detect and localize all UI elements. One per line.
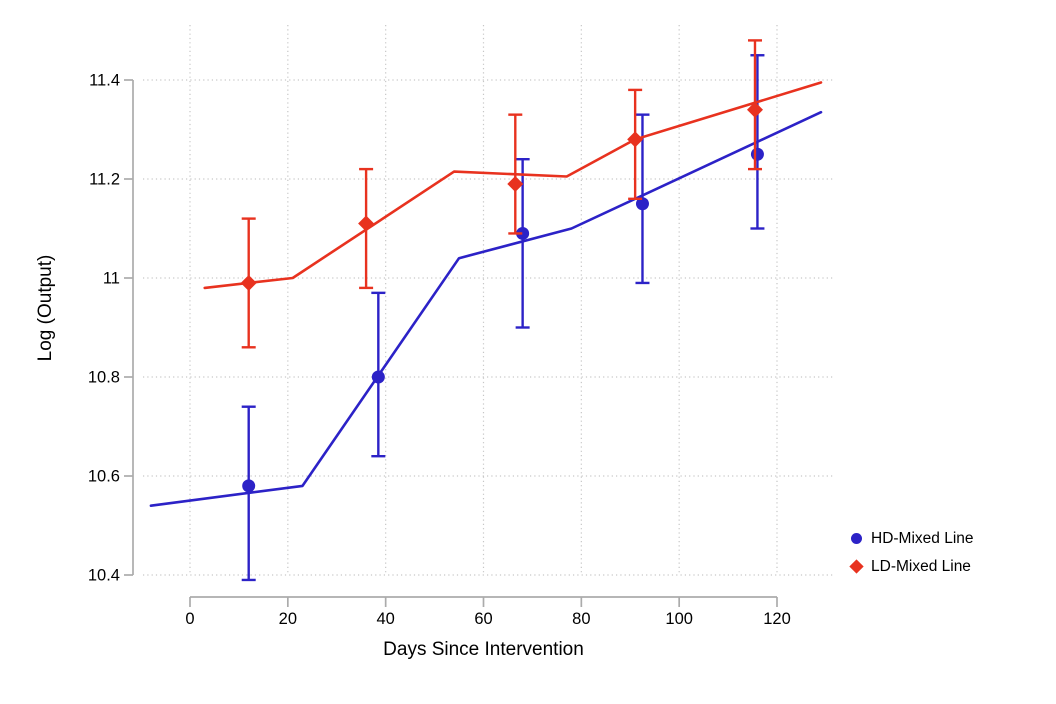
legend: HD-Mixed Line LD-Mixed Line [849, 528, 974, 577]
legend-diamond-marker-icon [849, 559, 864, 574]
data-point-circle [242, 479, 256, 493]
x-tick-label: 120 [763, 610, 791, 628]
data-point-diamond [746, 101, 763, 118]
x-axis-title: Days Since Intervention [383, 639, 584, 660]
x-tick-label: 100 [665, 610, 693, 628]
gridlines-layer [143, 25, 833, 576]
legend-item-hd: HD-Mixed Line [851, 528, 974, 549]
legend-label-ld: LD-Mixed Line [871, 558, 971, 575]
y-tick-label: 11.4 [89, 72, 120, 90]
x-tick-label: 20 [279, 610, 297, 628]
legend-item-ld: LD-Mixed Line [849, 556, 974, 577]
data-point-diamond [240, 274, 257, 291]
y-tick-label: 11.2 [89, 171, 120, 189]
y-tick-label: 10.4 [88, 567, 120, 585]
data-point-circle [371, 370, 385, 384]
y-tick-label: 10.6 [88, 468, 120, 486]
y-axis-title: Log (Output) [35, 254, 56, 362]
y-tick-label: 11 [103, 270, 120, 288]
trend-line-hd [149, 110, 823, 508]
data-point-diamond [507, 175, 524, 192]
series-layer [149, 39, 823, 582]
data-point-circle [635, 197, 649, 211]
x-tick-label: 60 [474, 610, 492, 628]
x-tick-label: 0 [185, 610, 194, 628]
axes-layer: 10.4 10.6 10.8 11 11.2 11.4 0 20 40 60 80 100 120 [88, 72, 791, 629]
x-tick-label: 40 [376, 610, 394, 628]
legend-label-hd: HD-Mixed Line [871, 530, 974, 547]
y-tick-label: 10.8 [88, 369, 120, 387]
data-point-circle [516, 226, 530, 240]
trend-line-ld [203, 81, 823, 290]
data-point-diamond [358, 215, 375, 232]
x-tick-label: 80 [572, 610, 590, 628]
data-point-diamond [627, 131, 644, 148]
legend-circle-marker-icon [851, 533, 862, 544]
data-point-circle [750, 147, 764, 161]
